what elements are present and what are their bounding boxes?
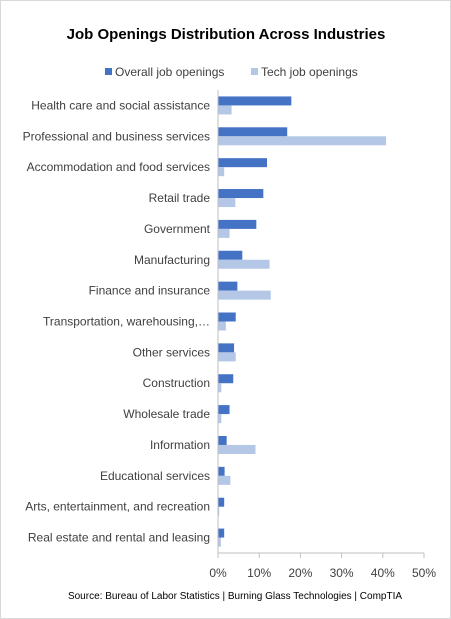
bar-overall [218, 405, 230, 415]
bar-tech [218, 105, 232, 115]
x-tick-label: 0% [209, 566, 227, 580]
category-label: Information [150, 438, 210, 452]
legend-label-tech: Tech job openings [261, 65, 358, 79]
category-label: Educational services [100, 469, 210, 483]
category-label: Finance and insurance [89, 284, 211, 298]
category-label: Manufacturing [134, 253, 210, 267]
x-tick-label: 40% [371, 566, 395, 580]
bar-tech [218, 506, 220, 516]
bar-tech [218, 198, 236, 208]
bar-overall [218, 435, 227, 445]
x-tick-label: 50% [412, 566, 436, 580]
bar-overall [218, 96, 292, 106]
category-label: Health care and social assistance [31, 98, 210, 112]
category-label: Real estate and rental and leasing [28, 531, 210, 545]
bar-overall [218, 250, 243, 260]
bar-tech [218, 167, 225, 177]
category-label: Professional and business services [23, 129, 210, 143]
category-label: Transportation, warehousing,… [43, 315, 210, 329]
category-label: Other services [133, 345, 210, 359]
bar-tech [218, 537, 221, 547]
bar-tech [218, 383, 222, 393]
bar-tech [218, 290, 271, 300]
legend: Overall job openings Tech job openings [105, 65, 358, 79]
legend-swatch-tech [251, 68, 258, 75]
bar-tech [218, 475, 231, 485]
category-label: Wholesale trade [123, 407, 210, 421]
bar-overall [218, 466, 225, 476]
bar-overall [218, 127, 288, 137]
category-label: Arts, entertainment, and recreation [25, 500, 210, 514]
plot-area: Health care and social assistance Profess… [23, 90, 436, 580]
category-label: Retail trade [149, 191, 211, 205]
category-label: Construction [143, 376, 210, 390]
bar-overall [218, 374, 234, 384]
bar-overall [218, 312, 236, 322]
x-tick-label: 30% [330, 566, 354, 580]
bar-overall [218, 189, 264, 199]
bar-overall [218, 528, 225, 538]
bar-overall [218, 158, 268, 168]
bar-tech [218, 444, 256, 454]
bar-tech [218, 259, 270, 269]
x-tick-label: 20% [288, 566, 312, 580]
bar-tech [218, 414, 222, 424]
bar-overall [218, 219, 257, 229]
bar-tech [218, 352, 236, 362]
x-tick-label: 10% [247, 566, 271, 580]
chart-title: Job Openings Distribution Across Industr… [67, 26, 386, 43]
category-label: Government [144, 222, 211, 236]
bar-overall [218, 281, 238, 291]
legend-swatch-overall [105, 68, 112, 75]
legend-label-overall: Overall job openings [115, 65, 224, 79]
category-label: Accommodation and food services [27, 160, 210, 174]
bar-tech [218, 228, 230, 238]
bar-overall [218, 497, 225, 507]
bar-tech [218, 321, 226, 331]
bar-tech [218, 136, 387, 146]
source-note: Source: Bureau of Labor Statistics | Bur… [68, 591, 402, 602]
bar-overall [218, 343, 235, 353]
